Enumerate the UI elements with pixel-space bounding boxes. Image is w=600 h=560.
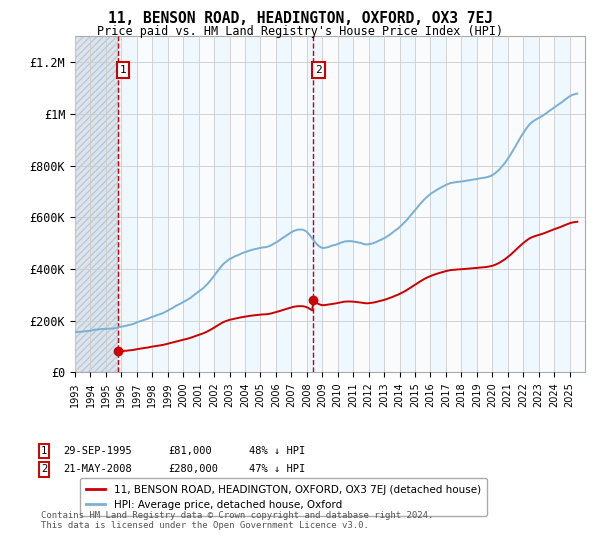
Text: £280,000: £280,000 [168, 464, 218, 474]
Bar [461, 36, 477, 372]
Bar [569, 36, 585, 372]
Bar [508, 36, 523, 372]
Bar [214, 36, 230, 372]
Bar [492, 36, 508, 372]
Text: 2: 2 [315, 65, 322, 75]
Bar [230, 36, 245, 372]
Text: Price paid vs. HM Land Registry's House Price Index (HPI): Price paid vs. HM Land Registry's House … [97, 25, 503, 38]
Bar [168, 36, 183, 372]
Text: 21-MAY-2008: 21-MAY-2008 [63, 464, 132, 474]
Bar [91, 36, 106, 372]
Text: 11, BENSON ROAD, HEADINGTON, OXFORD, OX3 7EJ: 11, BENSON ROAD, HEADINGTON, OXFORD, OX3… [107, 11, 493, 26]
Text: 47% ↓ HPI: 47% ↓ HPI [249, 464, 305, 474]
Bar [353, 36, 368, 372]
Bar [554, 36, 569, 372]
Bar [183, 36, 199, 372]
Text: 48% ↓ HPI: 48% ↓ HPI [249, 446, 305, 456]
Bar [199, 36, 214, 372]
Bar [539, 36, 554, 372]
Text: Contains HM Land Registry data © Crown copyright and database right 2024.
This d: Contains HM Land Registry data © Crown c… [41, 511, 433, 530]
Bar [368, 36, 384, 372]
Bar [384, 36, 400, 372]
Bar [260, 36, 276, 372]
Bar [322, 36, 338, 372]
Text: 1: 1 [41, 446, 47, 456]
Bar [400, 36, 415, 372]
Legend: 11, BENSON ROAD, HEADINGTON, OXFORD, OX3 7EJ (detached house), HPI: Average pric: 11, BENSON ROAD, HEADINGTON, OXFORD, OX3… [80, 478, 487, 516]
Bar [121, 36, 137, 372]
Bar [585, 36, 600, 372]
Bar [338, 36, 353, 372]
Bar [446, 36, 461, 372]
Text: 29-SEP-1995: 29-SEP-1995 [63, 446, 132, 456]
Bar [477, 36, 492, 372]
Text: 2: 2 [41, 464, 47, 474]
Bar [106, 36, 121, 372]
Text: £81,000: £81,000 [168, 446, 212, 456]
Bar [245, 36, 260, 372]
Bar [307, 36, 322, 372]
Bar [75, 36, 118, 372]
Bar [523, 36, 539, 372]
Bar [430, 36, 446, 372]
Bar [292, 36, 307, 372]
Bar [415, 36, 430, 372]
Bar [276, 36, 292, 372]
Bar [137, 36, 152, 372]
Bar [152, 36, 168, 372]
Text: 1: 1 [120, 65, 127, 75]
Bar [75, 36, 91, 372]
